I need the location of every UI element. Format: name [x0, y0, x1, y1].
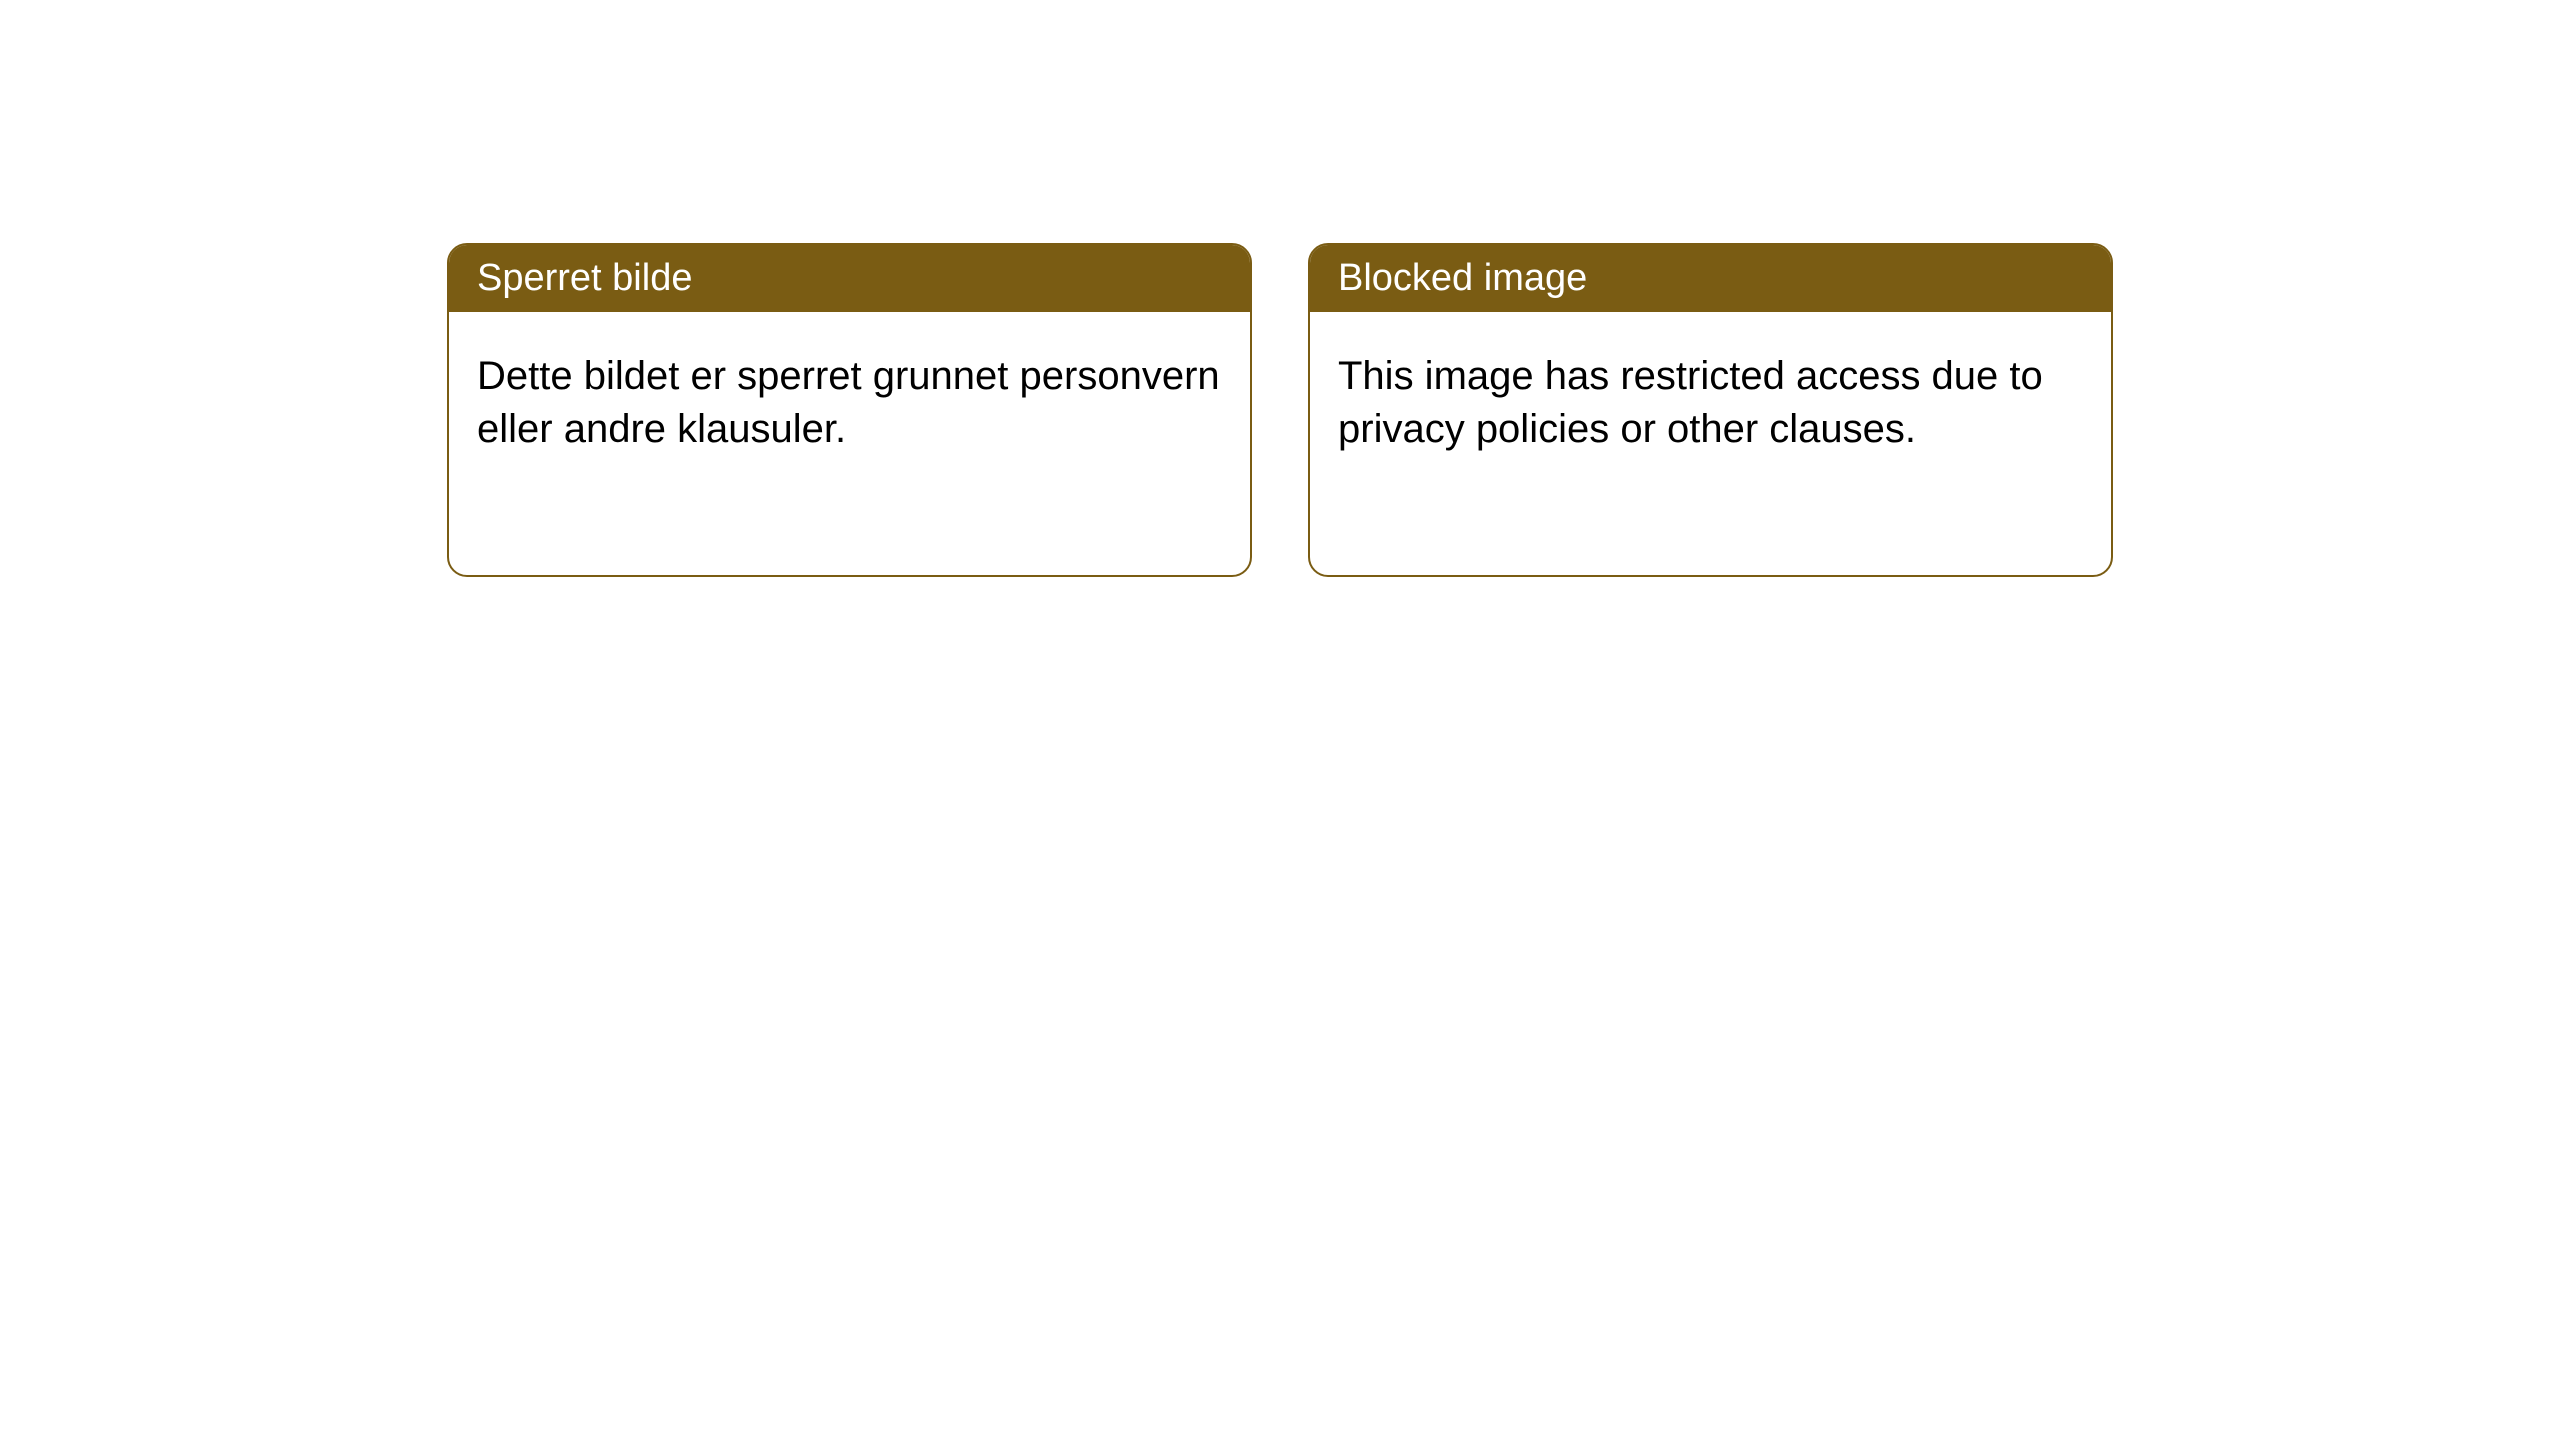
card-body: This image has restricted access due to …	[1310, 312, 2111, 494]
notice-card-norwegian: Sperret bilde Dette bildet er sperret gr…	[447, 243, 1252, 577]
card-header: Blocked image	[1310, 245, 2111, 312]
card-title: Sperret bilde	[477, 257, 692, 299]
card-body-text: This image has restricted access due to …	[1338, 354, 2043, 451]
card-title: Blocked image	[1338, 257, 1587, 299]
card-body-text: Dette bildet er sperret grunnet personve…	[477, 354, 1220, 451]
notice-cards-container: Sperret bilde Dette bildet er sperret gr…	[0, 0, 2560, 577]
notice-card-english: Blocked image This image has restricted …	[1308, 243, 2113, 577]
card-header: Sperret bilde	[449, 245, 1250, 312]
card-body: Dette bildet er sperret grunnet personve…	[449, 312, 1250, 494]
